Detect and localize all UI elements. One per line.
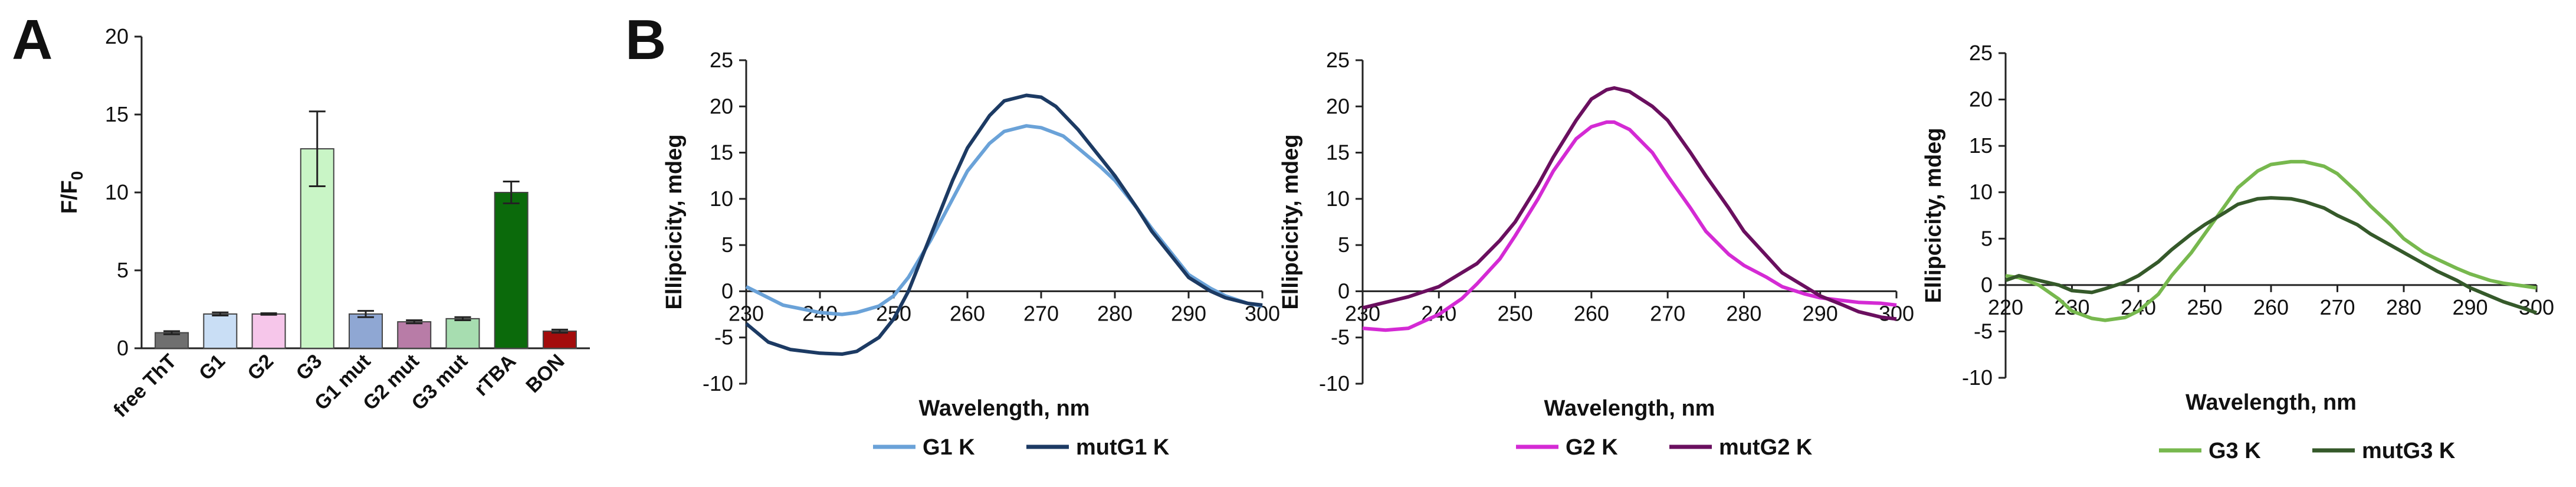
x-tick-label: 290: [1171, 301, 1206, 325]
panel-label-b: B: [625, 8, 666, 71]
panel-label-a: A: [12, 8, 52, 71]
y-tick-label: 20: [1969, 87, 1993, 112]
y-tick-label: -10: [1962, 365, 1993, 390]
y-tick-label: 20: [710, 94, 733, 118]
bar: [203, 313, 238, 349]
y-tick-label: 15: [1969, 133, 1993, 158]
y-tick-label: 0: [1338, 279, 1350, 303]
x-tick-label: 220: [1988, 295, 2023, 319]
category-label: free ThT: [109, 350, 181, 422]
legend-label: G2 K: [1566, 435, 1618, 460]
y-tick-label: 5: [117, 258, 129, 282]
series-line: [1362, 86, 1897, 321]
legend-label: G3 K: [2209, 439, 2261, 463]
x-tick-label: 270: [2319, 295, 2355, 319]
y-axis-title: Ellipcicity, mdeg: [1278, 134, 1303, 309]
y-tick-label: 10: [105, 180, 129, 204]
series-line: [745, 93, 1263, 356]
y-tick-label: 10: [710, 187, 733, 211]
x-axis-title: Wavelength, nm: [919, 396, 1090, 421]
bar: [445, 318, 480, 349]
bar: [349, 313, 383, 349]
category-label: G2: [243, 350, 278, 385]
x-tick-label: 230: [729, 301, 764, 325]
x-tick-label: 260: [1574, 301, 1609, 325]
x-tick-label: 280: [1726, 301, 1761, 325]
y-tick-label: 0: [1981, 273, 1993, 297]
y-tick-label: 25: [1326, 48, 1350, 72]
y-axis-title: Ellipcicity, mdeg: [1921, 128, 1946, 303]
y-tick-label: 25: [710, 48, 733, 72]
y-tick-label: -10: [703, 371, 733, 396]
bar: [494, 192, 529, 349]
series-line: [745, 124, 1263, 316]
y-tick-label: -10: [1319, 371, 1350, 396]
x-tick-label: 250: [1498, 301, 1533, 325]
x-tick-label: 250: [2187, 295, 2222, 319]
y-axis-title-main: F/F: [57, 180, 82, 214]
y-tick-label: -5: [1331, 325, 1350, 349]
y-tick-label: 10: [1969, 180, 1993, 204]
series-line: [2005, 159, 2537, 322]
y-tick-label: -5: [714, 325, 733, 349]
y-tick-label: 5: [721, 233, 733, 257]
bar: [397, 321, 432, 349]
legend-label: G1 K: [923, 435, 975, 460]
y-tick-label: 5: [1338, 233, 1350, 257]
y-tick-label: 20: [1326, 94, 1350, 118]
legend-label: mutG2 K: [1719, 435, 1813, 460]
legend-label: mutG1 K: [1076, 435, 1170, 460]
y-tick-label: 5: [1981, 226, 1993, 250]
y-tick-label: 0: [721, 279, 733, 303]
x-tick-label: 280: [1097, 301, 1133, 325]
y-tick-label: 10: [1326, 187, 1350, 211]
series-line: [2005, 196, 2537, 315]
y-tick-label: 15: [105, 102, 129, 126]
bar: [251, 313, 286, 349]
category-label: BON: [521, 350, 569, 397]
y-axis-title: F/F0: [57, 171, 86, 214]
legend-label: mutG3 K: [2362, 439, 2456, 463]
bar: [155, 332, 189, 349]
bar: [542, 330, 577, 349]
x-tick-label: 290: [2452, 295, 2488, 319]
y-tick-label: 15: [710, 140, 733, 165]
y-axis-title-subscript: 0: [68, 171, 86, 181]
category-label: G1: [195, 350, 229, 385]
y-tick-label: -5: [1974, 319, 1993, 343]
x-tick-label: 270: [1023, 301, 1059, 325]
x-tick-label: 260: [2253, 295, 2289, 319]
y-tick-label: 25: [1969, 41, 1993, 65]
x-tick-label: 280: [2386, 295, 2421, 319]
x-axis-title: Wavelength, nm: [1544, 396, 1715, 421]
series-line: [1362, 120, 1897, 332]
x-axis-title: Wavelength, nm: [2186, 390, 2357, 415]
y-tick-label: 15: [1326, 140, 1350, 165]
y-tick-label: 0: [117, 336, 129, 360]
category-label: rTBA: [470, 350, 521, 401]
category-label: G3: [291, 350, 326, 385]
x-tick-label: 260: [950, 301, 985, 325]
y-tick-label: 20: [105, 24, 129, 48]
x-tick-label: 270: [1650, 301, 1685, 325]
y-axis-title: Ellipcicity, mdeg: [662, 134, 687, 309]
x-tick-label: 290: [1803, 301, 1838, 325]
